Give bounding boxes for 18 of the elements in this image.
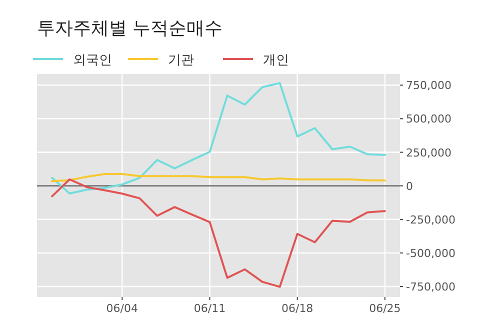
line-series bbox=[51, 173, 386, 182]
x-tick-label: 06/25 bbox=[369, 302, 401, 315]
y-tick-label: 500,000 bbox=[406, 112, 452, 126]
legend-label: 개인 bbox=[263, 53, 289, 68]
y-tick-label: -750,000 bbox=[406, 280, 456, 294]
y-tick-label: 750,000 bbox=[406, 79, 452, 92]
y-tick-label: -500,000 bbox=[406, 246, 456, 260]
line-series bbox=[51, 178, 386, 288]
line-series bbox=[51, 82, 386, 194]
x-tick-label: 06/18 bbox=[281, 302, 314, 315]
y-tick-label: 0 bbox=[406, 180, 413, 193]
legend-label: 외국인 bbox=[73, 53, 112, 68]
y-tick-label: -250,000 bbox=[406, 213, 456, 226]
x-tick-label: 06/04 bbox=[106, 302, 138, 315]
y-tick-label: 250,000 bbox=[406, 146, 452, 160]
x-tick-label: 06/11 bbox=[194, 302, 226, 315]
legend-label: 기관 bbox=[168, 53, 194, 68]
chart-title: 투자주체별 누적순매수 bbox=[37, 18, 223, 39]
